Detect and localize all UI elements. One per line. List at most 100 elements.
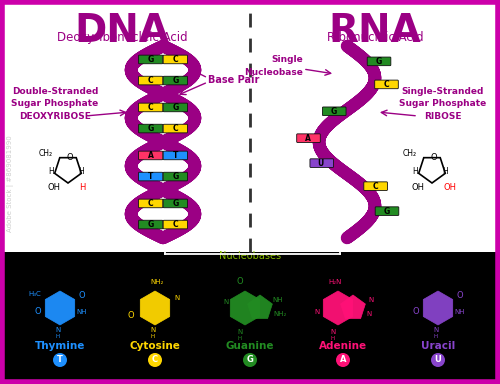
Text: N: N	[150, 327, 156, 333]
FancyBboxPatch shape	[163, 172, 188, 181]
Text: Nucleobases: Nucleobases	[219, 251, 281, 261]
Text: Base Pair: Base Pair	[208, 75, 260, 85]
Text: H: H	[56, 333, 60, 339]
Text: C: C	[172, 55, 178, 64]
FancyBboxPatch shape	[364, 182, 388, 190]
Polygon shape	[230, 291, 260, 325]
Text: Single
Nucleobase: Single Nucleobase	[244, 55, 303, 77]
Text: N: N	[174, 295, 180, 301]
FancyBboxPatch shape	[138, 76, 163, 85]
Circle shape	[148, 353, 162, 367]
Text: O: O	[66, 152, 73, 162]
FancyBboxPatch shape	[163, 151, 188, 160]
Text: O: O	[78, 291, 86, 301]
Text: Ribonucleic Acid: Ribonucleic Acid	[326, 31, 424, 44]
Text: G: G	[172, 172, 178, 181]
Text: O: O	[34, 308, 42, 316]
Text: O: O	[236, 278, 244, 286]
Text: Thymine: Thymine	[35, 341, 85, 351]
Text: NH: NH	[455, 309, 465, 315]
Text: O: O	[456, 291, 464, 301]
Text: C: C	[373, 182, 378, 191]
Text: H: H	[412, 167, 418, 175]
Polygon shape	[340, 295, 365, 318]
FancyBboxPatch shape	[375, 207, 399, 215]
Text: NH₂: NH₂	[274, 311, 286, 317]
Text: Cytosine: Cytosine	[130, 341, 180, 351]
FancyBboxPatch shape	[163, 220, 188, 229]
Text: H₂N: H₂N	[328, 279, 342, 285]
FancyBboxPatch shape	[163, 55, 188, 64]
Text: C: C	[172, 220, 178, 229]
Text: G: G	[172, 76, 178, 85]
Text: C: C	[148, 76, 154, 85]
Polygon shape	[140, 291, 170, 325]
FancyBboxPatch shape	[296, 134, 320, 142]
Polygon shape	[324, 291, 352, 325]
Text: CH₂: CH₂	[403, 149, 417, 157]
Text: G: G	[376, 57, 382, 66]
Circle shape	[53, 353, 67, 367]
Text: Adenine: Adenine	[319, 341, 367, 351]
Text: T: T	[57, 356, 63, 364]
FancyBboxPatch shape	[163, 124, 188, 133]
Text: O: O	[128, 311, 134, 321]
Text: N: N	[56, 327, 60, 333]
Bar	[2, 252, 498, 382]
Text: H: H	[78, 167, 84, 175]
Text: H: H	[442, 167, 448, 175]
Text: G: G	[172, 199, 178, 208]
Polygon shape	[248, 295, 272, 318]
Text: NH: NH	[273, 297, 283, 303]
Text: Deoxyribonucleic Acid: Deoxyribonucleic Acid	[56, 31, 188, 44]
FancyBboxPatch shape	[374, 80, 398, 89]
Text: C: C	[384, 80, 390, 89]
Polygon shape	[46, 291, 74, 325]
Text: G: G	[384, 207, 390, 216]
Text: A: A	[340, 356, 346, 364]
Text: O: O	[430, 152, 438, 162]
Text: C: C	[148, 103, 154, 112]
Text: H: H	[434, 333, 438, 339]
Text: OH: OH	[444, 182, 456, 192]
FancyBboxPatch shape	[163, 103, 188, 112]
Text: H: H	[151, 333, 155, 339]
Text: U: U	[434, 356, 442, 364]
FancyBboxPatch shape	[138, 103, 163, 112]
Text: NH: NH	[77, 309, 88, 315]
Text: C: C	[172, 124, 178, 133]
Text: O: O	[412, 308, 420, 316]
Text: H: H	[331, 336, 335, 341]
FancyBboxPatch shape	[310, 159, 334, 167]
Text: C: C	[152, 356, 158, 364]
FancyBboxPatch shape	[367, 57, 391, 66]
FancyBboxPatch shape	[163, 199, 188, 208]
Text: T: T	[148, 172, 154, 181]
Text: N: N	[366, 311, 372, 317]
Text: G: G	[172, 103, 178, 112]
FancyBboxPatch shape	[138, 172, 163, 181]
Text: N: N	[224, 299, 228, 305]
Text: H: H	[79, 182, 85, 192]
Text: N: N	[434, 327, 438, 333]
Text: N: N	[314, 309, 320, 315]
Text: H: H	[48, 167, 54, 175]
Text: RNA: RNA	[328, 12, 422, 50]
Text: G: G	[148, 220, 154, 229]
Text: G: G	[246, 356, 254, 364]
FancyBboxPatch shape	[138, 199, 163, 208]
Text: T: T	[172, 151, 178, 160]
Text: N: N	[330, 329, 336, 335]
Text: H₃C: H₃C	[28, 291, 42, 297]
Text: A: A	[304, 134, 310, 143]
FancyBboxPatch shape	[138, 124, 163, 133]
Text: G: G	[148, 55, 154, 64]
Text: N: N	[238, 329, 242, 335]
Text: NH₂: NH₂	[150, 279, 164, 285]
Text: Double-Stranded
Sugar Phosphate
DEOXYRIBOSE: Double-Stranded Sugar Phosphate DEOXYRIB…	[12, 87, 99, 121]
Text: U: U	[318, 159, 324, 168]
Text: A: A	[148, 151, 154, 160]
Circle shape	[243, 353, 257, 367]
Circle shape	[336, 353, 350, 367]
Text: Single-Stranded
Sugar Phosphate
RIBOSE: Single-Stranded Sugar Phosphate RIBOSE	[400, 87, 486, 121]
